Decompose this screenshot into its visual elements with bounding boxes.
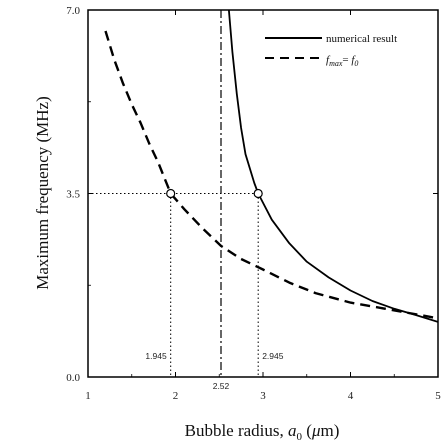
x-label-sub: 0	[297, 431, 303, 443]
x-label-unit-mu: μ	[311, 421, 321, 440]
marker-point-0	[166, 188, 176, 199]
x-label-unit-pre: (	[302, 421, 312, 440]
x-tick-label-3: 4	[348, 390, 354, 402]
x-tick-label-4: 5	[435, 390, 441, 402]
vline-value-label: 2.52	[213, 381, 230, 391]
y-tick-label-1: 3.5	[66, 189, 80, 201]
x-label-unit-post: m)	[320, 421, 339, 440]
y-tick-label-0: 0.0	[66, 372, 80, 384]
series-line-fmax-f0	[104, 30, 438, 320]
x-tick-label-1: 2	[173, 390, 179, 402]
marker-group: 1.945 2.945 2.52	[145, 188, 284, 391]
marker-value-label-0: 1.945	[145, 351, 167, 361]
legend-f-var: f	[326, 54, 331, 66]
legend: numerical result fmax= f0	[265, 33, 397, 68]
x-label-var: a	[288, 421, 297, 440]
y-tick-label-2: 7.0	[66, 5, 80, 17]
x-tick-label-0: 1	[85, 390, 91, 402]
tick-group: 1 2 3 4 5 0.0 3.5 7.0	[66, 5, 441, 402]
y-axis-label: Maximum frequency (MHz)	[33, 96, 52, 290]
legend-label-numerical: numerical result	[326, 33, 397, 45]
x-label-main: Bubble radius,	[185, 421, 288, 440]
legend-label-theory: fmax= f0	[326, 54, 358, 68]
legend-f0-sub: 0	[354, 59, 358, 68]
marker-value-label-1: 2.945	[262, 351, 284, 361]
legend-eq: =	[342, 54, 351, 66]
legend-f-sub: max	[329, 59, 343, 68]
x-tick-label-2: 3	[260, 390, 266, 402]
series-group	[104, 10, 438, 323]
legend-f0-var: f	[351, 54, 356, 66]
marker-point-1	[253, 188, 263, 199]
series-line-numerical	[227, 10, 438, 323]
x-axis-label: Bubble radius, a0 (μm)	[185, 421, 340, 443]
